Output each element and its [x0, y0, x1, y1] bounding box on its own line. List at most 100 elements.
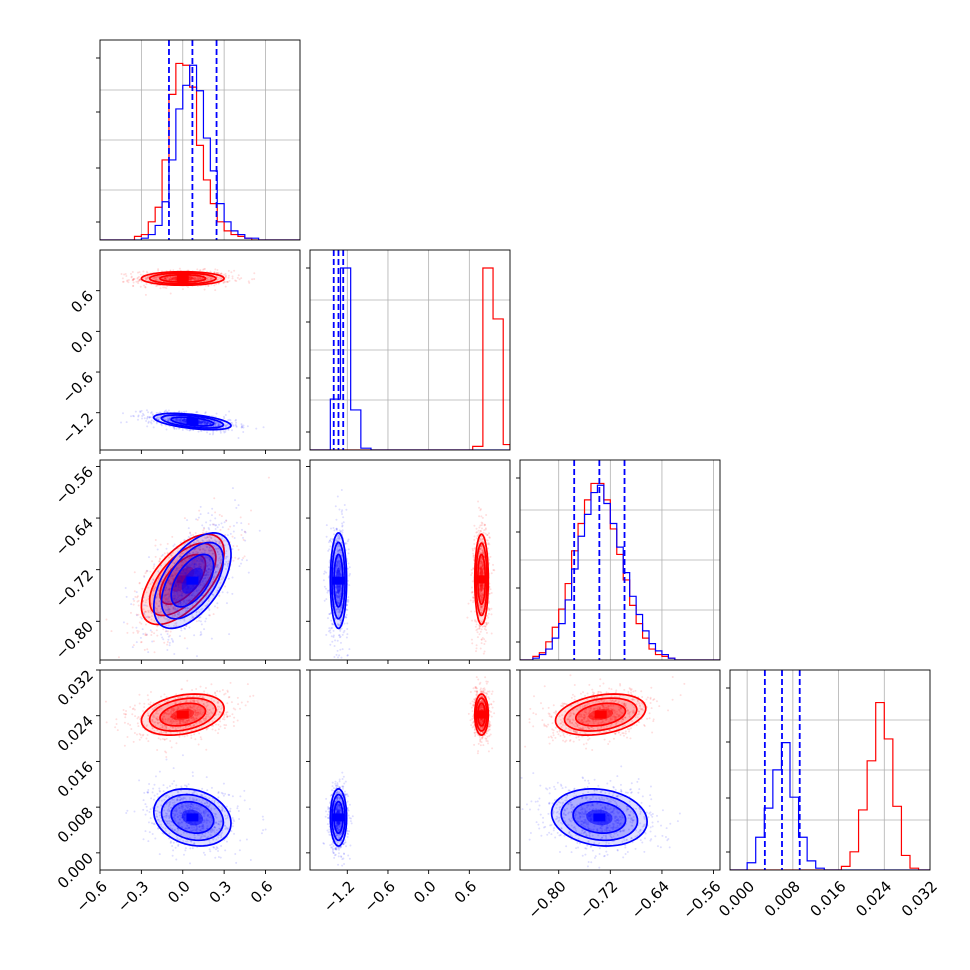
scatter-point [199, 505, 202, 508]
scatter-point [346, 603, 349, 606]
scatter-point [187, 599, 190, 602]
scatter-point [138, 621, 141, 624]
scatter-point [333, 533, 336, 536]
scatter-point [186, 647, 189, 650]
scatter-point [346, 654, 349, 657]
scatter-point [188, 607, 191, 610]
scatter-point [192, 565, 195, 568]
scatter-point [338, 529, 341, 532]
scatter-point [339, 572, 342, 575]
scatter-point [190, 594, 193, 597]
scatter-point [172, 275, 175, 278]
scatter-point [328, 566, 331, 569]
scatter-point [204, 421, 207, 424]
scatter-point [142, 611, 145, 614]
scatter-point [164, 276, 167, 279]
scatter-point [155, 596, 158, 599]
scatter-point [161, 554, 164, 557]
scatter-panel-2-0 [96, 459, 301, 664]
scatter-point [131, 279, 134, 282]
scatter-point [213, 554, 216, 557]
scatter-point [175, 609, 178, 612]
scatter-point [170, 278, 173, 281]
scatter-point [188, 544, 191, 547]
scatter-point [204, 420, 207, 423]
scatter-point [180, 594, 183, 597]
scatter-panel-2-1 [306, 459, 511, 664]
scatter-point [160, 583, 163, 586]
scatter-point [197, 547, 200, 550]
scatter-point [158, 605, 161, 608]
scatter-point [337, 551, 340, 554]
scatter-point [166, 581, 169, 584]
scatter-point [334, 505, 337, 508]
scatter-point [487, 543, 490, 546]
scatter-point [151, 277, 154, 280]
scatter-point [235, 421, 238, 424]
scatter-point [143, 575, 146, 578]
scatter-point [345, 661, 347, 663]
scatter-point [181, 594, 184, 597]
scatter-point [186, 695, 189, 698]
histogram-blue-3 [730, 742, 930, 870]
density-peak-blue-1-0 [186, 417, 199, 426]
scatter-point [209, 422, 212, 425]
scatter-point [197, 541, 200, 544]
scatter-point [181, 597, 184, 600]
scatter-point [190, 534, 193, 537]
scatter-point [142, 633, 145, 636]
scatter-point [169, 275, 172, 278]
scatter-point [167, 635, 170, 638]
scatter-point [209, 277, 212, 280]
scatter-point [217, 547, 220, 550]
scatter-point [143, 614, 146, 617]
scatter-point [475, 629, 478, 632]
scatter-point [196, 593, 199, 596]
scatter-point [340, 627, 343, 630]
scatter-point [475, 620, 478, 623]
scatter-point [338, 595, 341, 598]
scatter-point [171, 639, 174, 642]
scatter-point [470, 568, 473, 571]
scatter-point [190, 607, 193, 610]
scatter-point [206, 421, 209, 424]
scatter-point [204, 577, 207, 580]
scatter-point [154, 601, 157, 604]
scatter-point [345, 542, 348, 545]
scatter-point [202, 526, 205, 529]
scatter-point [132, 414, 135, 417]
scatter-point [478, 515, 481, 518]
scatter-point [122, 280, 125, 283]
scatter-point [179, 419, 182, 422]
scatter-point [217, 424, 220, 427]
scatter-point [248, 281, 251, 284]
scatter-point [336, 564, 339, 567]
scatter-point [240, 528, 243, 531]
scatter-point [325, 598, 328, 601]
scatter-point [211, 433, 214, 436]
scatter-point [190, 564, 193, 567]
scatter-point [169, 269, 172, 272]
scatter-point [195, 611, 198, 614]
scatter-point [120, 273, 123, 276]
scatter-point [205, 617, 208, 620]
scatter-point [178, 593, 181, 596]
scatter-point [207, 526, 210, 529]
scatter-point [479, 524, 482, 527]
scatter-point [214, 422, 217, 425]
scatter-point [174, 608, 177, 611]
scatter-point [208, 433, 211, 436]
scatter-point [348, 584, 351, 587]
scatter-point [224, 276, 227, 279]
scatter-point [245, 559, 248, 562]
scatter-point [165, 630, 168, 633]
scatter-point [483, 662, 485, 664]
scatter-point [179, 417, 182, 420]
scatter-point [195, 655, 198, 658]
scatter-point [235, 521, 238, 524]
scatter-point [336, 595, 339, 598]
scatter-point [169, 630, 172, 633]
scatter-point [170, 554, 173, 557]
scatter-point [191, 560, 194, 563]
scatter-point [192, 562, 195, 565]
